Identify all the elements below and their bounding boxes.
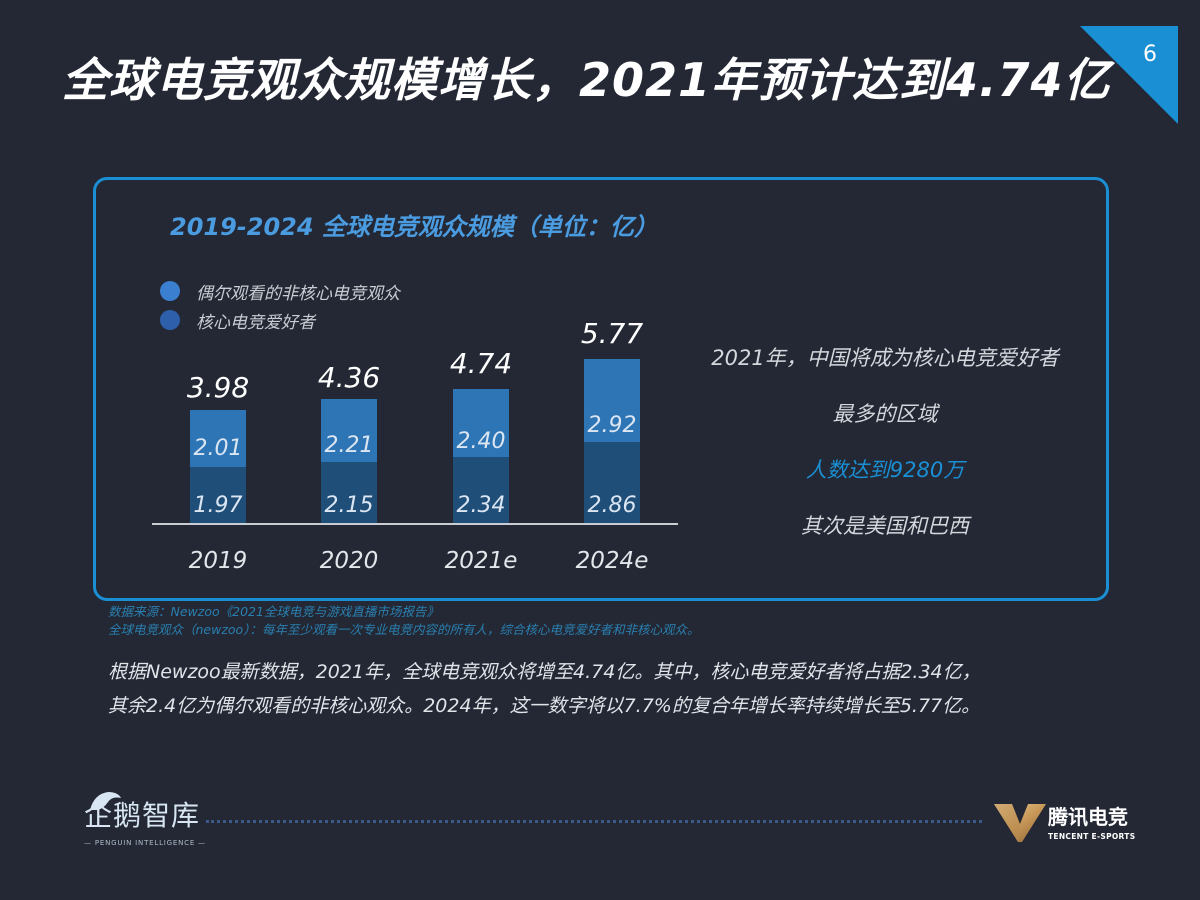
- logo-right-subtitle: TENCENT E-SPORTS: [1048, 832, 1136, 841]
- x-tick-label: 2021e: [444, 548, 518, 574]
- side-text-line: 其次是美国和巴西: [801, 514, 969, 538]
- page-corner-triangle: [1080, 26, 1178, 124]
- segment-value: 1.97: [193, 493, 243, 518]
- bar-segment-core: 2.15: [321, 462, 377, 523]
- x-tick-label: 2020: [319, 548, 379, 574]
- legend-label: 核心电竞爱好者: [196, 312, 315, 333]
- legend-label: 偶尔观看的非核心电竞观众: [196, 283, 400, 304]
- bar-segment-core: 2.86: [584, 442, 640, 523]
- bar-segment-core: 1.97: [190, 467, 246, 523]
- bar-2024e: 2.92 2.86: [584, 359, 640, 523]
- bar-2021e: 2.40 2.34: [453, 389, 509, 523]
- bar-2019: 2.01 1.97: [190, 410, 246, 523]
- summary-line-1: 根据Newzoo最新数据，2021年，全球电竞观众将增至4.74亿。其中，核心电…: [108, 661, 981, 683]
- summary-line-2: 其余2.4亿为偶尔观看的非核心观众。2024年，这一数字将以7.7%的复合年增长…: [108, 695, 981, 717]
- logo-left-text: 企鹅智库: [84, 799, 201, 832]
- bar-total-2021e: 4.74: [449, 347, 513, 380]
- tencent-esports-logo: 腾讯电竞 TENCENT E-SPORTS: [990, 800, 1150, 850]
- side-text-line: 最多的区域: [832, 402, 938, 426]
- logo-left-subtitle: — PENGUIN INTELLIGENCE —: [84, 839, 206, 847]
- x-tick-label: 2024e: [575, 548, 649, 574]
- segment-value: 2.40: [456, 429, 506, 454]
- bar-segment-casual: 2.21: [321, 399, 377, 462]
- triangle-shape-icon: [1080, 26, 1178, 124]
- definition-note: 全球电竞观众（newzoo）：每年至少观看一次专业电竞内容的所有人，综合核心电竞…: [108, 622, 700, 637]
- side-text-highlight: 人数达到9280万: [805, 458, 965, 482]
- x-axis-line: [152, 523, 678, 525]
- segment-value: 2.34: [456, 493, 506, 518]
- page-number: 6: [1143, 42, 1157, 67]
- tencent-v-icon: [994, 804, 1046, 842]
- legend-item-core: 核心电竞爱好者: [160, 308, 315, 333]
- bar-segment-core: 2.34: [453, 457, 509, 523]
- logo-right-text: 腾讯电竞: [1048, 805, 1128, 829]
- chart-panel: [93, 177, 1109, 601]
- segment-value: 2.86: [587, 493, 637, 518]
- bar-segment-casual: 2.40: [453, 389, 509, 457]
- segment-value: 2.01: [193, 436, 243, 461]
- segment-value: 2.15: [324, 493, 374, 518]
- bar-total-2019: 3.98: [186, 371, 250, 404]
- segment-value: 2.21: [324, 433, 374, 458]
- legend-item-casual: 偶尔观看的非核心电竞观众: [160, 279, 400, 304]
- bar-total-2020: 4.36: [317, 361, 381, 394]
- bar-2020: 2.21 2.15: [321, 399, 377, 523]
- x-tick-label: 2019: [188, 548, 248, 574]
- bar-segment-casual: 2.92: [584, 359, 640, 442]
- chart-title: 2019-2024 全球电竞观众规模（单位：亿）: [170, 213, 658, 241]
- slide-title: 全球电竞观众规模增长，2021年预计达到4.74亿: [62, 53, 1111, 107]
- penguin-icon: [90, 792, 121, 810]
- segment-value: 2.92: [587, 413, 637, 438]
- legend-dot-casual-icon: [160, 281, 180, 301]
- bar-segment-casual: 2.01: [190, 410, 246, 467]
- footer-divider: [206, 820, 982, 823]
- bar-total-2024e: 5.77: [580, 317, 644, 350]
- legend-dot-core-icon: [160, 310, 180, 330]
- source-note: 数据来源：Newzoo《2021全球电竞与游戏直播市场报告》: [108, 604, 439, 619]
- penguin-intelligence-logo: 企鹅智库 — PENGUIN INTELLIGENCE —: [84, 792, 206, 852]
- side-text-line: 2021年，中国将成为核心电竞爱好者: [711, 346, 1059, 370]
